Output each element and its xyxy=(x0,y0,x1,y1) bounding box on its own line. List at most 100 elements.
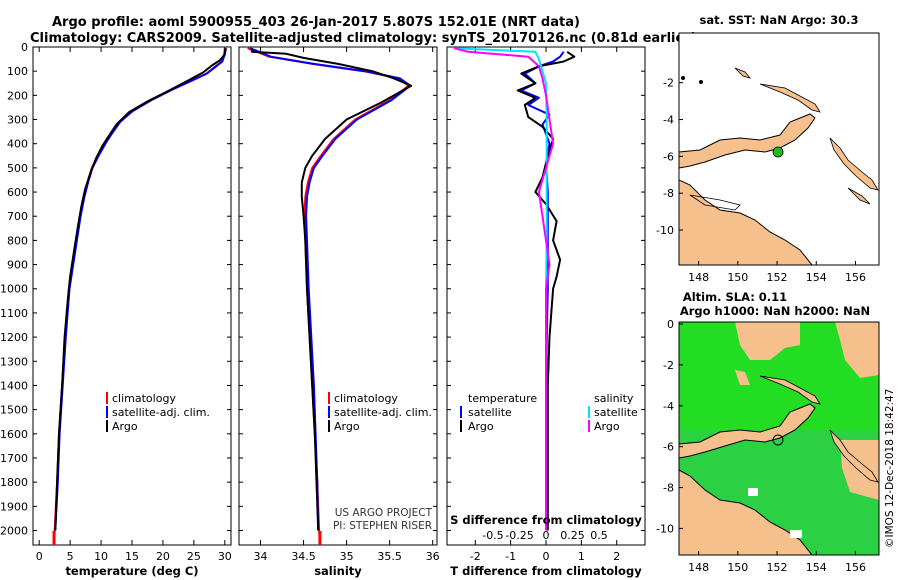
depth-tick-label: 400 xyxy=(7,138,28,151)
depth-tick-label: 1100 xyxy=(0,307,28,320)
map-lon-label: 154 xyxy=(806,561,827,574)
depth-tick-label: 2000 xyxy=(0,524,28,537)
new-guinea-landmass xyxy=(679,469,813,555)
map-lat-label: -4 xyxy=(663,400,674,413)
x-tick-label: 15 xyxy=(125,550,139,563)
depth-tick-label: 200 xyxy=(7,89,28,102)
depth-tick-label: 0 xyxy=(21,41,28,54)
map-lat-label: -8 xyxy=(663,482,674,495)
depth-tick-label: 1300 xyxy=(0,355,28,368)
depth-tick-label: 600 xyxy=(7,186,28,199)
temperature-axis-label: temperature (deg C) xyxy=(65,564,198,578)
map-lat-label: -8 xyxy=(663,187,674,200)
x-tick-label: -1 xyxy=(505,550,516,563)
map-lon-label: 156 xyxy=(845,561,866,574)
legend-t-satellite-label: satellite xyxy=(468,406,512,419)
map-lat-label: -10 xyxy=(656,224,674,237)
salinity-legend: climatology satellite-adj. clim. Argo xyxy=(328,392,432,433)
depth-tick-label: 900 xyxy=(7,259,28,272)
sla-map-frame xyxy=(678,321,880,556)
sla-map-axis-labels: 148 150 152 154 156 0 -2 -4 -6 -8 -10 xyxy=(656,318,866,574)
pi-credit: PI: STEPHEN RISER xyxy=(333,520,432,532)
x-tick-label: 30 xyxy=(218,550,232,563)
x-tick-label: 34 xyxy=(254,550,268,563)
s-diff-tick-label: 0.5 xyxy=(590,529,608,542)
project-credit: US ARGO PROJECT xyxy=(335,507,433,519)
x-tick-label: 35 xyxy=(340,550,354,563)
solomon-islands xyxy=(829,429,879,483)
legend-t-argo-label: Argo xyxy=(468,420,494,433)
t-difference-axis-label: T difference from climatology xyxy=(450,564,642,578)
x-tick-labels: 0 5 10 15 20 25 30 34 34.5 35 35.5 36 -2 -1 0 1 2 xyxy=(36,550,621,563)
legend-s-satellite-label: satellite xyxy=(594,406,638,419)
depth-tick-label: 1200 xyxy=(0,331,28,344)
temperature-legend: climatology satellite-adj. clim. Argo xyxy=(106,392,210,433)
solomon-islet xyxy=(847,187,871,205)
sla-map-title-line1: Altim. SLA: 0.11 xyxy=(683,290,787,304)
coastline-detail xyxy=(689,194,741,211)
x-tick-label: 34.5 xyxy=(291,550,316,563)
s-diff-tick-label: -0.5 xyxy=(482,529,503,542)
new-ireland-island xyxy=(734,67,752,79)
x-tick-label: 5 xyxy=(67,550,74,563)
x-tick-label: -2 xyxy=(470,550,481,563)
x-tick-label: 2 xyxy=(613,550,620,563)
legend-s-argo-label: Argo xyxy=(594,420,620,433)
sla-nodata-patch xyxy=(735,370,750,385)
series-line-satellite-adj-clim- xyxy=(249,47,412,531)
new-britain-landmass xyxy=(679,113,816,169)
difference-profile-lines xyxy=(453,47,576,531)
figure-title-line2: Climatology: CARS2009. Satellite-adjuste… xyxy=(30,31,697,46)
map-lon-label: 148 xyxy=(688,561,709,574)
s-diff-tick-label: 0.25 xyxy=(560,529,585,542)
x-tick-label: 1 xyxy=(578,550,585,563)
depth-tick-label: 1400 xyxy=(0,379,28,392)
map-lat-label: -4 xyxy=(663,114,674,127)
salinity-profile-lines xyxy=(247,47,413,545)
map-lat-label: -10 xyxy=(656,522,674,535)
argo-float-position-marker xyxy=(772,434,784,446)
islet xyxy=(681,76,685,80)
x-tick-label: 0 xyxy=(543,550,550,563)
series-line-salinity-argo xyxy=(453,47,555,531)
depth-axis: 0 100 200 300 400 500 600 700 800 900 1000 1100 1200… xyxy=(0,41,28,537)
x-tick-label: 35.5 xyxy=(377,550,402,563)
salinity-plot-frame xyxy=(238,46,438,546)
s-difference-axis: -0.5 -0.25 0 0.25 0.5 xyxy=(482,529,608,542)
map-lon-label: 152 xyxy=(767,561,788,574)
legend-satellite-label: satellite-adj. clim. xyxy=(334,406,432,419)
depth-tick-label: 1000 xyxy=(0,283,28,296)
sla-nodata-patch xyxy=(835,322,879,378)
map-lat-label: -2 xyxy=(663,359,674,372)
depth-tick-label: 100 xyxy=(7,65,28,78)
map-lon-label: 148 xyxy=(688,271,709,284)
sst-map xyxy=(679,33,879,265)
series-line-climatology xyxy=(53,48,226,545)
legend-argo-label: Argo xyxy=(334,420,360,433)
s-difference-axis-label: S difference from climatology xyxy=(450,513,642,527)
imos-timestamp: ©IMOS 12-Dec-2018 18:42:47 xyxy=(884,389,896,548)
sst-map-axis-labels: 148 150 152 154 156 -2 -4 -6 -8 -10 xyxy=(656,77,866,284)
depth-tick-label: 700 xyxy=(7,210,28,223)
x-tick-label: 0 xyxy=(36,550,43,563)
series-line-temperature-argo xyxy=(516,50,576,531)
sla-gap xyxy=(748,488,758,496)
map-lat-label: -2 xyxy=(663,77,674,90)
legend-temperature-header: temperature xyxy=(468,392,537,405)
map-lon-label: 150 xyxy=(727,271,748,284)
difference-legend: temperature satellite Argo salinity sate… xyxy=(460,392,638,433)
x-tick-label: 20 xyxy=(156,550,170,563)
salinity-axis-label: salinity xyxy=(314,564,362,578)
temperature-profile-lines xyxy=(52,48,227,545)
sst-map-title: sat. SST: NaN Argo: 30.3 xyxy=(699,13,858,27)
map-lon-label: 154 xyxy=(806,271,827,284)
x-tick-label: 10 xyxy=(94,550,108,563)
argo-float-position-marker xyxy=(772,146,784,158)
depth-tick-label: 1800 xyxy=(0,476,28,489)
legend-argo-label: Argo xyxy=(112,420,138,433)
sla-gap xyxy=(790,530,802,538)
temperature-plot-frame xyxy=(32,46,232,546)
map-lon-label: 156 xyxy=(845,271,866,284)
series-line-argo xyxy=(54,48,227,531)
